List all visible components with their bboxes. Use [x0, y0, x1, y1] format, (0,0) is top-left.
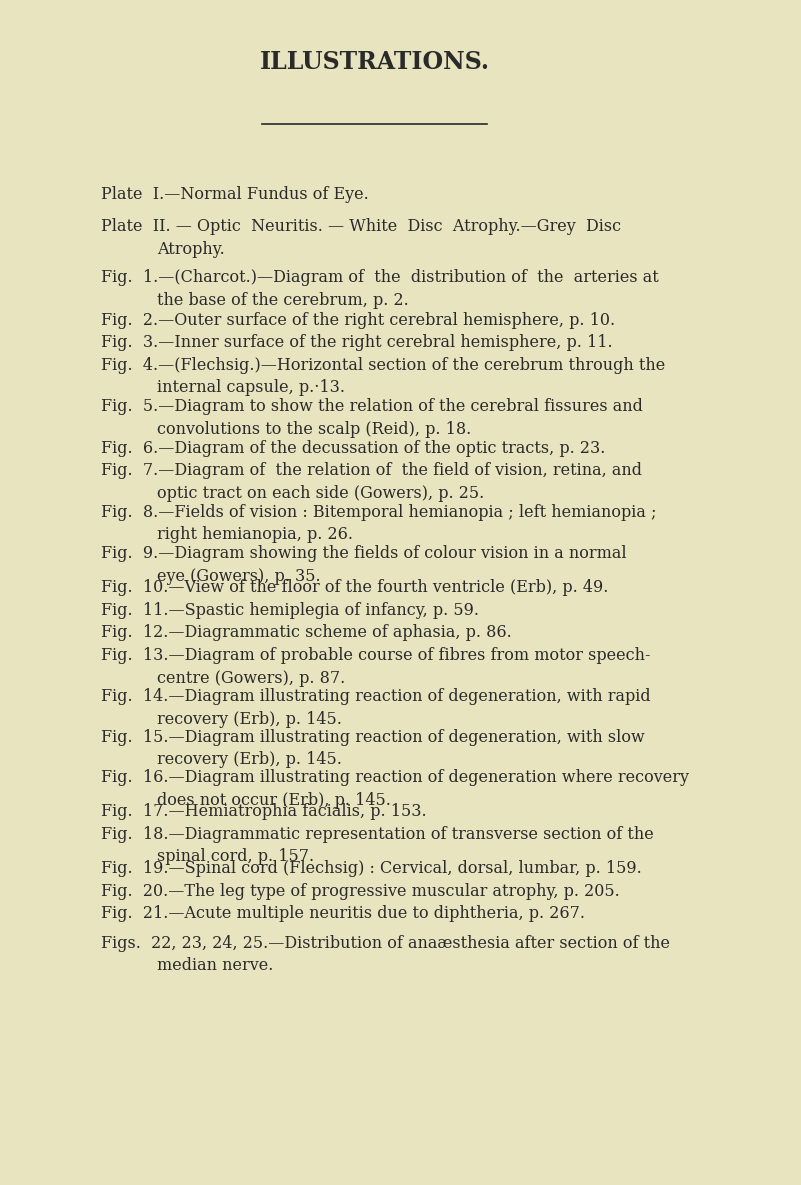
Text: right hemianopia, p. 26.: right hemianopia, p. 26.: [158, 526, 353, 543]
Text: Fig.  18.—Diagrammatic representation of transverse section of the: Fig. 18.—Diagrammatic representation of …: [101, 826, 654, 843]
Text: does not occur (Erb), p. 145.: does not occur (Erb), p. 145.: [158, 792, 392, 808]
Text: Fig.  14.—Diagram illustrating reaction of degeneration, with rapid: Fig. 14.—Diagram illustrating reaction o…: [101, 688, 651, 705]
Text: Fig.  5.—Diagram to show the relation of the cerebral fissures and: Fig. 5.—Diagram to show the relation of …: [101, 398, 643, 415]
Text: recovery (Erb), p. 145.: recovery (Erb), p. 145.: [158, 711, 342, 728]
Text: eye (Gowers), p. 35.: eye (Gowers), p. 35.: [158, 568, 321, 584]
Text: Fig.  20.—The leg type of progressive muscular atrophy, p. 205.: Fig. 20.—The leg type of progressive mus…: [101, 883, 620, 899]
Text: spinal cord, p. 157.: spinal cord, p. 157.: [158, 848, 315, 865]
Text: Fig.  8.—Fields of vision : Bitemporal hemianopia ; left hemianopia ;: Fig. 8.—Fields of vision : Bitemporal he…: [101, 504, 657, 520]
Text: Plate  II. — Optic  Neuritis. — White  Disc  Atrophy.—Grey  Disc: Plate II. — Optic Neuritis. — White Disc…: [101, 218, 622, 235]
Text: Fig.  4.—(Flechsig.)—Horizontal section of the cerebrum through the: Fig. 4.—(Flechsig.)—Horizontal section o…: [101, 357, 666, 373]
Text: Fig.  15.—Diagram illustrating reaction of degeneration, with slow: Fig. 15.—Diagram illustrating reaction o…: [101, 729, 645, 745]
Text: Fig.  16.—Diagram illustrating reaction of degeneration where recovery: Fig. 16.—Diagram illustrating reaction o…: [101, 769, 689, 786]
Text: Fig.  10.—View of the floor of the fourth ventricle (Erb), p. 49.: Fig. 10.—View of the floor of the fourth…: [101, 579, 609, 596]
Text: median nerve.: median nerve.: [158, 957, 274, 974]
Text: Fig.  2.—Outer surface of the right cerebral hemisphere, p. 10.: Fig. 2.—Outer surface of the right cereb…: [101, 312, 615, 328]
Text: internal capsule, p.·13.: internal capsule, p.·13.: [158, 379, 345, 396]
Text: Fig.  11.—Spastic hemiplegia of infancy, p. 59.: Fig. 11.—Spastic hemiplegia of infancy, …: [101, 602, 479, 619]
Text: Fig.  21.—Acute multiple neuritis due to diphtheria, p. 267.: Fig. 21.—Acute multiple neuritis due to …: [101, 905, 586, 922]
Text: Fig.  9.—Diagram showing the fields of colour vision in a normal: Fig. 9.—Diagram showing the fields of co…: [101, 545, 627, 562]
Text: ILLUSTRATIONS.: ILLUSTRATIONS.: [260, 50, 490, 73]
Text: Atrophy.: Atrophy.: [158, 241, 225, 257]
Text: Plate  I.—Normal Fundus of Eye.: Plate I.—Normal Fundus of Eye.: [101, 186, 369, 203]
Text: Figs.  22, 23, 24, 25.—Distribution of anaæsthesia after section of the: Figs. 22, 23, 24, 25.—Distribution of an…: [101, 935, 670, 952]
Text: Fig.  13.—Diagram of probable course of fibres from motor speech-: Fig. 13.—Diagram of probable course of f…: [101, 647, 650, 664]
Text: Fig.  19.—Spinal cord (Flechsig) : Cervical, dorsal, lumbar, p. 159.: Fig. 19.—Spinal cord (Flechsig) : Cervic…: [101, 860, 642, 877]
Text: recovery (Erb), p. 145.: recovery (Erb), p. 145.: [158, 751, 342, 768]
Text: centre (Gowers), p. 87.: centre (Gowers), p. 87.: [158, 670, 346, 686]
Text: the base of the cerebrum, p. 2.: the base of the cerebrum, p. 2.: [158, 292, 409, 308]
Text: Fig.  1.—(Charcot.)—Diagram of  the  distribution of  the  arteries at: Fig. 1.—(Charcot.)—Diagram of the distri…: [101, 269, 659, 286]
Text: Fig.  17.—Hemiatrophia facialis, p. 153.: Fig. 17.—Hemiatrophia facialis, p. 153.: [101, 803, 427, 820]
Text: Fig.  3.—Inner surface of the right cerebral hemisphere, p. 11.: Fig. 3.—Inner surface of the right cereb…: [101, 334, 613, 351]
Text: Fig.  12.—Diagrammatic scheme of aphasia, p. 86.: Fig. 12.—Diagrammatic scheme of aphasia,…: [101, 624, 512, 641]
Text: convolutions to the scalp (Reid), p. 18.: convolutions to the scalp (Reid), p. 18.: [158, 421, 472, 437]
Text: Fig.  6.—Diagram of the decussation of the optic tracts, p. 23.: Fig. 6.—Diagram of the decussation of th…: [101, 440, 606, 456]
Text: Fig.  7.—Diagram of  the relation of  the field of vision, retina, and: Fig. 7.—Diagram of the relation of the f…: [101, 462, 642, 479]
Text: optic tract on each side (Gowers), p. 25.: optic tract on each side (Gowers), p. 25…: [158, 485, 485, 501]
